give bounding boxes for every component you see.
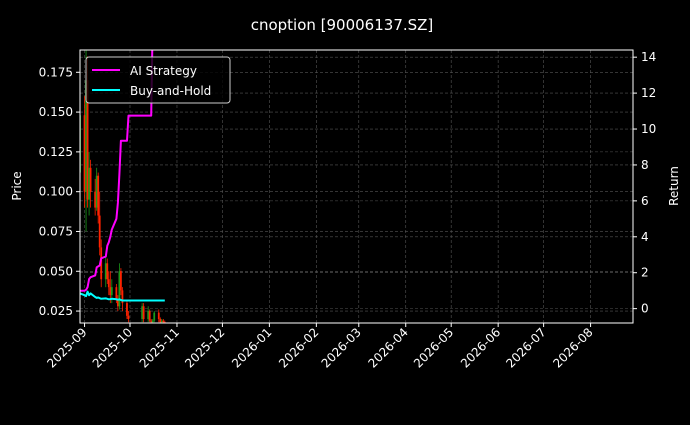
candle-body [127, 315, 130, 320]
y-right-tick-label: 10 [641, 122, 656, 136]
candle-body [83, 115, 86, 192]
candle-body [148, 311, 151, 321]
grid [80, 50, 633, 323]
candle-body [95, 175, 98, 208]
candle-body [104, 263, 107, 280]
candle-body [106, 263, 109, 280]
legend-label-ai: AI Strategy [130, 64, 197, 78]
y-left-tick-label: 0.150 [39, 105, 73, 119]
candle-body [88, 167, 90, 200]
candle-body [162, 320, 165, 323]
x-tick-label: 2026-03 [319, 325, 364, 370]
y-left-tick-label: 0.050 [39, 264, 73, 278]
candle-body [126, 303, 128, 316]
candle-body [98, 215, 101, 248]
plot-frame [79, 49, 634, 324]
y-axis-right-label: Return [667, 166, 681, 206]
candle-body [151, 320, 154, 323]
candle-body [141, 306, 144, 320]
x-tick-label: 2026-08 [550, 325, 595, 370]
candle-body [142, 306, 145, 320]
candle-body [85, 80, 87, 192]
x-tick-label: 2026-05 [411, 325, 456, 370]
candle-body [109, 287, 112, 296]
y-right-tick-label: 6 [641, 194, 649, 208]
y-left-tick-label: 0.025 [39, 304, 73, 318]
y-left-tick-label: 0.125 [39, 145, 73, 159]
y-left-tick-label: 0.100 [39, 185, 73, 199]
y-right-tick-label: 4 [641, 230, 649, 244]
x-tick-label: 2026-02 [276, 325, 321, 370]
y-right-tick-label: 12 [641, 86, 656, 100]
x-tick-label: 2026-04 [366, 325, 411, 370]
x-tick-label: 2025-10 [90, 325, 135, 370]
candle-body [118, 271, 121, 307]
candle-body [89, 167, 92, 192]
candle-body [100, 247, 103, 280]
candle-body [150, 320, 153, 323]
y-left-tick-label: 0.175 [39, 65, 73, 79]
candle-body [147, 311, 150, 320]
legend: AI Strategy Buy-and-Hold [85, 56, 231, 104]
y-right-tick-label: 2 [641, 266, 649, 280]
candle-body [94, 191, 97, 208]
candle-body [121, 290, 124, 304]
x-tick-label: 2026-06 [458, 325, 503, 370]
x-tick-label: 2025-11 [137, 325, 182, 370]
series-buy-and-hold [80, 290, 165, 302]
candle-body [97, 175, 100, 216]
x-tick-label: 2026-01 [229, 325, 274, 370]
y-right-tick-label: 8 [641, 158, 649, 172]
candle-body [107, 279, 110, 288]
candle-body [116, 299, 119, 307]
candle-body [157, 312, 160, 320]
series-ai-strategy [80, 50, 154, 292]
y-right-tick-label: 14 [641, 50, 656, 64]
candle-body [159, 319, 162, 323]
x-tick-label: 2026-07 [503, 325, 548, 370]
candle-body [160, 320, 163, 323]
candle-body [86, 80, 89, 200]
y-left-tick-label: 0.075 [39, 224, 73, 238]
candle-body [110, 287, 113, 296]
chart-title: cnoption [90006137.SZ] [251, 16, 434, 34]
y-right-tick-label: 0 [641, 302, 649, 316]
y-axis-left-label: Price [10, 171, 24, 200]
candle-body [115, 287, 118, 300]
x-tick-label: 2025-12 [182, 325, 227, 370]
candle-body [120, 271, 122, 291]
legend-label-bh: Buy-and-Hold [130, 84, 211, 98]
x-tick-label: 2025-09 [44, 325, 89, 370]
candle-body [153, 312, 156, 321]
